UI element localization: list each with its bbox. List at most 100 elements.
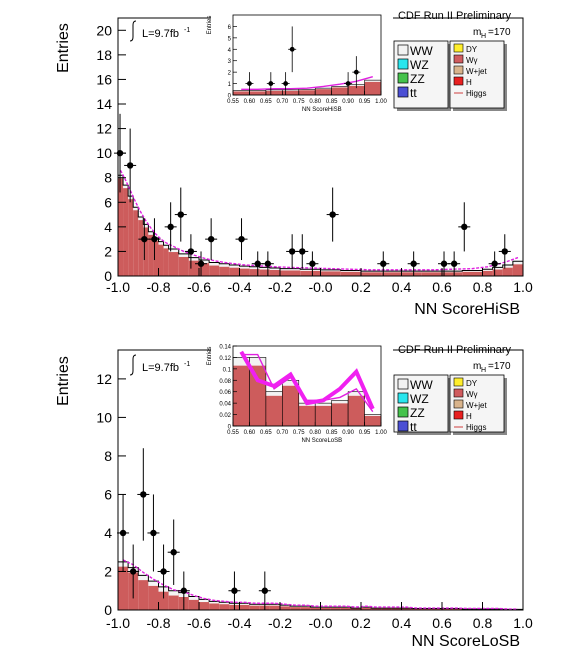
bar bbox=[229, 264, 240, 276]
x-tick-label: -0.6 bbox=[187, 279, 211, 295]
bar bbox=[462, 270, 483, 276]
bar-top bbox=[138, 217, 144, 221]
bar bbox=[381, 271, 402, 276]
y-axis-label: Entries bbox=[55, 356, 72, 406]
mass-label: m bbox=[473, 361, 481, 372]
y-tick-label: 18 bbox=[96, 47, 112, 63]
signal-line bbox=[119, 170, 519, 271]
inset-x-tick-label: 0.95 bbox=[359, 99, 371, 105]
inset-y-tick-label: 0.14 bbox=[219, 345, 231, 351]
legend-label: W+jet bbox=[466, 67, 487, 76]
bar bbox=[158, 241, 164, 276]
bar bbox=[492, 267, 503, 276]
bar bbox=[421, 608, 432, 610]
bar bbox=[401, 271, 422, 276]
bar-top bbox=[502, 264, 513, 268]
mass-subscript: H bbox=[481, 367, 486, 374]
inset-data-point bbox=[345, 81, 351, 86]
data-point bbox=[264, 260, 272, 267]
data-point bbox=[299, 248, 306, 255]
x-tick-label: -0.2 bbox=[268, 279, 292, 295]
inset-bar-top bbox=[364, 414, 381, 416]
header-label: CDF Run II Preliminary bbox=[398, 10, 512, 22]
x-tick-label: -0.8 bbox=[146, 279, 170, 295]
inset-data-point bbox=[268, 81, 274, 86]
x-tick-label: 0.8 bbox=[473, 279, 493, 295]
lumi-superscript: -1 bbox=[184, 361, 190, 368]
x-axis-label: NN ScoreLoSB bbox=[412, 633, 521, 650]
bar bbox=[148, 581, 159, 610]
inset-y-tick-label: 0.08 bbox=[219, 379, 231, 385]
y-tick-label: 12 bbox=[96, 121, 112, 137]
data-point bbox=[160, 568, 167, 575]
bar-top bbox=[401, 271, 422, 273]
legend-label: tt bbox=[410, 420, 417, 434]
inset-y-tick-label: 3 bbox=[228, 59, 232, 65]
bar bbox=[249, 266, 260, 276]
data-point bbox=[261, 587, 269, 594]
bar bbox=[269, 604, 280, 610]
x-tick-label: 0.6 bbox=[432, 279, 452, 295]
bar-top bbox=[280, 268, 301, 271]
inset-data-point bbox=[289, 46, 295, 52]
bar-top bbox=[209, 601, 220, 604]
data-point bbox=[450, 260, 458, 267]
legend-swatch bbox=[397, 406, 409, 418]
inset-y-tick-label: 0.02 bbox=[219, 413, 231, 419]
bar-top bbox=[269, 604, 280, 606]
x-tick-label: 1.0 bbox=[513, 279, 533, 295]
legend-label: Wγ bbox=[466, 56, 478, 65]
bar bbox=[128, 196, 134, 276]
inset-bar-top bbox=[233, 357, 250, 366]
x-tick-label: 0.4 bbox=[392, 279, 412, 295]
integral-sign bbox=[129, 354, 137, 376]
y-tick-label: 4 bbox=[104, 525, 112, 541]
legend-label: WZ bbox=[410, 392, 429, 406]
data-point bbox=[254, 260, 261, 267]
legend-label: WW bbox=[410, 44, 433, 58]
bar bbox=[123, 185, 129, 276]
bar-top bbox=[249, 266, 260, 270]
inset-x-tick-label: 0.60 bbox=[244, 99, 256, 105]
x-tick-label: -1.0 bbox=[106, 615, 130, 631]
data-point bbox=[501, 248, 508, 255]
bar-top bbox=[320, 269, 341, 272]
data-point bbox=[197, 260, 205, 267]
bar bbox=[118, 175, 124, 276]
inset-y-tick-label: 0 bbox=[228, 425, 232, 431]
bar-top bbox=[442, 271, 463, 273]
y-tick-label: 2 bbox=[104, 243, 112, 259]
inset-bar bbox=[233, 90, 250, 95]
inset-y-axis-label: Entries bbox=[207, 347, 213, 366]
bar bbox=[219, 263, 230, 276]
x-tick-label: -0.0 bbox=[308, 279, 332, 295]
legend-label: Higgs bbox=[466, 423, 486, 432]
bar-top bbox=[492, 267, 503, 270]
legend-swatch bbox=[453, 410, 464, 420]
inset-x-tick-label: 0.90 bbox=[342, 99, 354, 105]
bar-top bbox=[381, 271, 402, 273]
bar bbox=[431, 608, 442, 610]
legend-label: W+jet bbox=[466, 401, 487, 410]
bar-top bbox=[188, 257, 199, 261]
y-tick-label: 10 bbox=[96, 409, 112, 425]
legend-swatch bbox=[397, 378, 409, 390]
x-tick-label: 0.8 bbox=[473, 615, 493, 631]
inset-bar-top bbox=[348, 391, 365, 396]
mass-value: =170 bbox=[488, 27, 511, 38]
bar-top bbox=[259, 267, 270, 270]
bar bbox=[138, 217, 144, 276]
bar bbox=[320, 607, 331, 610]
inset-x-tick-label: 0.60 bbox=[244, 430, 256, 436]
bar bbox=[512, 261, 523, 276]
inset-x-axis-label: NN ScoreLoSB bbox=[301, 438, 342, 444]
bar bbox=[199, 260, 210, 276]
data-point bbox=[167, 223, 174, 231]
bar-top bbox=[361, 271, 382, 273]
bar-top bbox=[163, 245, 169, 249]
legend-swatch bbox=[397, 72, 409, 84]
inset-data-point bbox=[247, 81, 252, 86]
inset-bar-top bbox=[315, 88, 332, 90]
mass-value: =170 bbox=[488, 361, 511, 372]
